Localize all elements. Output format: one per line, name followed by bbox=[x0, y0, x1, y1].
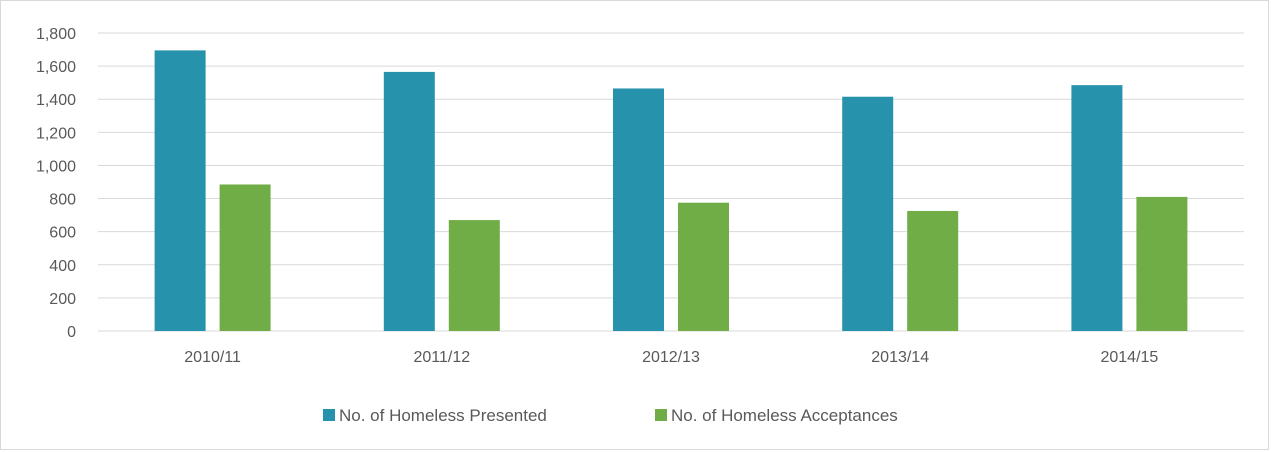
bar-presented-2 bbox=[613, 88, 664, 331]
legend-swatch bbox=[323, 409, 335, 421]
gridlines bbox=[98, 32, 1244, 332]
bars bbox=[154, 50, 1188, 332]
x-tick-label: 2011/12 bbox=[413, 349, 470, 366]
y-tick-label: 1,800 bbox=[36, 26, 76, 43]
bar-presented-1 bbox=[383, 71, 435, 332]
y-tick-label: 800 bbox=[49, 192, 76, 209]
y-tick-label: 200 bbox=[49, 291, 76, 308]
x-tick-label: 2012/13 bbox=[642, 349, 700, 366]
y-tick-label: 1,000 bbox=[36, 158, 76, 175]
x-tick-label: 2010/11 bbox=[184, 349, 241, 366]
y-tick-label: 1,600 bbox=[36, 59, 76, 76]
bar-presented-4 bbox=[1071, 85, 1123, 332]
bar-acceptances-3 bbox=[907, 210, 959, 331]
bar-acceptances-4 bbox=[1136, 196, 1188, 331]
y-tick-label: 1,400 bbox=[36, 92, 76, 109]
y-axis-ticks: 0 200 400 600 800 1,000 1,200 1,400 1,600 1,800 bbox=[36, 26, 76, 341]
legend-label: No. of Homeless Acceptances bbox=[671, 406, 898, 425]
x-axis-ticks: 2010/11 2011/12 2012/13 2013/14 2014/15 bbox=[184, 349, 1158, 366]
legend: No. of Homeless Presented No. of Homeless… bbox=[323, 406, 898, 425]
bar-acceptances-1 bbox=[448, 220, 500, 331]
bar-acceptances-0 bbox=[219, 184, 271, 331]
legend-label: No. of Homeless Presented bbox=[339, 406, 547, 425]
y-tick-label: 0 bbox=[67, 324, 76, 341]
legend-swatch bbox=[655, 409, 667, 421]
bar-presented-0 bbox=[154, 50, 206, 332]
y-tick-label: 1,200 bbox=[36, 125, 76, 142]
x-tick-label: 2014/15 bbox=[1100, 349, 1158, 366]
y-tick-label: 400 bbox=[49, 258, 76, 275]
x-tick-label: 2013/14 bbox=[871, 349, 929, 366]
y-tick-label: 600 bbox=[49, 225, 76, 242]
bar-presented-3 bbox=[842, 96, 894, 331]
bar-acceptances-2 bbox=[678, 202, 729, 331]
